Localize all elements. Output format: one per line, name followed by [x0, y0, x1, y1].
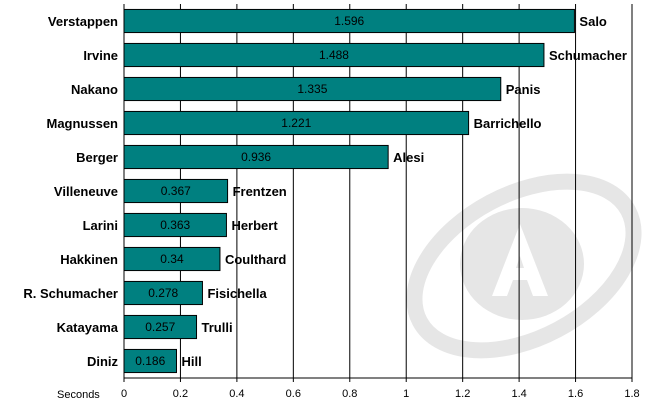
- watermark-logo: [406, 173, 642, 359]
- x-tick-label-7: 1.4: [511, 388, 526, 400]
- reference-label-1: Schumacher: [549, 48, 627, 63]
- x-tick-label-8: 1.6: [568, 388, 583, 400]
- x-axis: 0 0.2 0.4 0.6 0.8 1 1.2 1.4 1.6 1.8 Seconds: [57, 4, 640, 401]
- x-tick-label-0: 0: [121, 388, 127, 400]
- labels: 1.596 Verstappen Salo 1.488 Irvine Schumacher…: [23, 14, 627, 369]
- value-label-10: 0.186: [135, 354, 165, 368]
- value-label-5: 0.367: [161, 184, 191, 198]
- value-label-1: 1.488: [319, 48, 349, 62]
- x-tick-label-4: 0.8: [342, 388, 357, 400]
- reference-label-4: Alesi: [393, 150, 424, 165]
- x-tick-label-1: 0.2: [173, 388, 188, 400]
- bars: [123, 8, 575, 374]
- value-label-0: 1.596: [334, 14, 364, 28]
- category-label-1: Irvine: [83, 48, 118, 63]
- category-label-7: Hakkinen: [60, 252, 118, 267]
- reference-label-9: Trulli: [202, 320, 233, 335]
- reference-label-10: Hill: [181, 354, 201, 369]
- reference-label-5: Frentzen: [233, 184, 287, 199]
- x-tick-label-9: 1.8: [624, 388, 639, 400]
- x-tick-label-3: 0.6: [286, 388, 301, 400]
- category-label-3: Magnussen: [46, 116, 118, 131]
- x-tick-label-2: 0.4: [229, 388, 244, 400]
- value-label-8: 0.278: [148, 286, 178, 300]
- category-label-10: Diniz: [87, 354, 119, 369]
- x-tick-label-5: 1: [403, 388, 409, 400]
- value-label-3: 1.221: [281, 116, 311, 130]
- reference-label-7: Coulthard: [225, 252, 286, 267]
- category-label-2: Nakano: [71, 82, 118, 97]
- category-label-0: Verstappen: [48, 14, 118, 29]
- reference-label-2: Panis: [506, 82, 541, 97]
- category-label-6: Larini: [83, 218, 118, 233]
- value-label-6: 0.363: [160, 218, 190, 232]
- category-label-8: R. Schumacher: [23, 286, 118, 301]
- category-label-9: Katayama: [57, 320, 119, 335]
- reference-label-8: Fisichella: [207, 286, 267, 301]
- category-label-4: Berger: [76, 150, 118, 165]
- x-axis-title: Seconds: [57, 389, 100, 401]
- value-label-9: 0.257: [145, 320, 175, 334]
- reference-label-6: Herbert: [231, 218, 278, 233]
- reference-label-0: Salo: [579, 14, 607, 29]
- value-label-4: 0.936: [241, 150, 271, 164]
- value-label-7: 0.34: [160, 252, 184, 266]
- category-label-5: Villeneuve: [54, 184, 118, 199]
- reference-label-3: Barrichello: [474, 116, 542, 131]
- value-label-2: 1.335: [297, 82, 327, 96]
- x-tick-label-6: 1.2: [455, 388, 470, 400]
